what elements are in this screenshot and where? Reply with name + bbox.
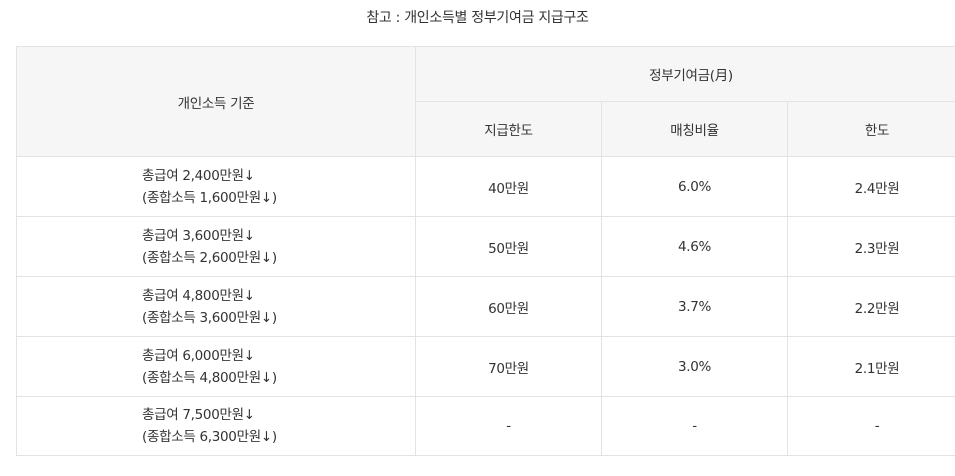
income-cell: 총급여 6,000만원↓ (종합소득 4,800만원↓) (16, 336, 416, 397)
matching-ratio-cell: - (601, 396, 788, 456)
combined-income-text: (종합소득 6,300만원↓) (142, 429, 277, 445)
gross-salary-text: 총급여 4,800만원↓ (142, 287, 255, 304)
combined-income-text: (종합소득 1,600만원↓) (142, 189, 277, 206)
combined-income-text: (종합소득 2,600만원↓) (142, 249, 277, 266)
table-row: 총급여 2,400만원↓ (종합소득 1,600만원↓) 40만원 6.0% 2… (16, 156, 955, 217)
contribution-table: 개인소득 기준 정부기여금(月) 지급한도 매칭비율 한도 총급여 2,400만… (16, 46, 955, 456)
table-caption: 참고 : 개인소득별 정부기여금 지급구조 (366, 10, 589, 26)
table-row: 총급여 3,600만원↓ (종합소득 2,600만원↓) 50만원 4.6% 2… (16, 216, 955, 277)
limit-cell: - (786, 396, 955, 456)
combined-income-text: (종합소득 4,800만원↓) (142, 369, 277, 386)
gross-salary-text: 총급여 7,500만원↓ (142, 407, 255, 423)
table-row: 총급여 6,000만원↓ (종합소득 4,800만원↓) 70만원 3.0% 2… (16, 336, 955, 397)
header-income-basis: 개인소득 기준 (16, 46, 416, 157)
limit-cell: 2.3만원 (786, 216, 955, 277)
payout-limit-cell: 40만원 (415, 156, 602, 217)
payout-limit-cell: 60만원 (415, 276, 602, 337)
income-cell: 총급여 2,400만원↓ (종합소득 1,600만원↓) (16, 156, 416, 217)
income-cell: 총급여 3,600만원↓ (종합소득 2,600만원↓) (16, 216, 416, 277)
table-row: 총급여 4,800만원↓ (종합소득 3,600만원↓) 60만원 3.7% 2… (16, 276, 955, 337)
header-payout-limit: 지급한도 (415, 101, 602, 157)
header-limit: 한도 (786, 101, 955, 157)
header-matching-ratio: 매칭비율 (601, 101, 788, 157)
matching-ratio-cell: 3.7% (601, 276, 788, 337)
payout-limit-cell: 50만원 (415, 216, 602, 277)
gross-salary-text: 총급여 2,400만원↓ (142, 167, 255, 184)
limit-cell: 2.2만원 (786, 276, 955, 337)
table-row: 총급여 7,500만원↓ (종합소득 6,300만원↓) - - - (16, 396, 955, 456)
income-cell: 총급여 4,800만원↓ (종합소득 3,600만원↓) (16, 276, 416, 337)
gross-salary-text: 총급여 3,600만원↓ (142, 227, 255, 244)
combined-income-text: (종합소득 3,600만원↓) (142, 309, 277, 326)
matching-ratio-cell: 3.0% (601, 336, 788, 397)
income-cell: 총급여 7,500만원↓ (종합소득 6,300만원↓) (16, 396, 416, 456)
limit-cell: 2.4만원 (786, 156, 955, 217)
limit-cell: 2.1만원 (786, 336, 955, 397)
matching-ratio-cell: 6.0% (601, 156, 788, 217)
matching-ratio-cell: 4.6% (601, 216, 788, 277)
payout-limit-cell: 70만원 (415, 336, 602, 397)
header-gov-contribution: 정부기여금(月) (414, 46, 955, 102)
payout-limit-cell: - (415, 396, 602, 456)
gross-salary-text: 총급여 6,000만원↓ (142, 347, 255, 364)
